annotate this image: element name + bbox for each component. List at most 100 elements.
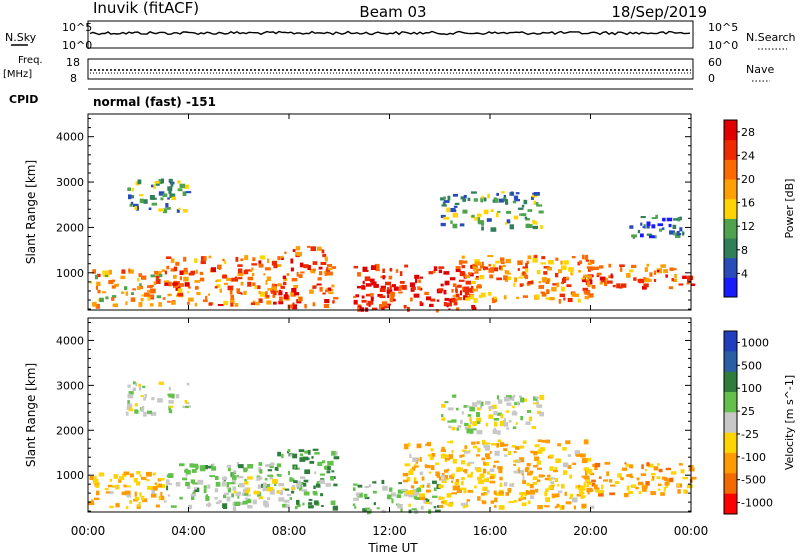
echo-cell <box>637 481 644 486</box>
echo-cell <box>443 271 450 275</box>
echo-cell <box>424 291 429 295</box>
echo-cell <box>414 481 418 484</box>
echo-cell <box>674 273 677 279</box>
echo-cell <box>527 472 533 476</box>
echo-cell <box>642 226 646 229</box>
echo-cell <box>517 207 524 210</box>
echo-cell <box>677 489 681 494</box>
echo-cell <box>330 460 334 466</box>
echo-cell <box>203 256 207 261</box>
echo-cell <box>300 271 305 274</box>
colorbar-segment <box>724 218 737 239</box>
echo-cell <box>277 264 282 267</box>
echo-cell <box>512 426 517 429</box>
echo-cell <box>547 474 551 478</box>
echo-cell <box>518 276 523 279</box>
echo-cell <box>450 208 456 212</box>
echo-cell <box>431 452 436 457</box>
echo-cell <box>514 401 517 406</box>
echo-cell <box>464 260 468 264</box>
echo-cell <box>252 257 256 262</box>
echo-cell <box>285 504 290 509</box>
echo-cell <box>140 298 144 302</box>
echo-cell <box>569 496 573 500</box>
echo-cell <box>643 277 646 280</box>
echo-cell <box>516 296 519 300</box>
station-title: Inuvik (fitACF) <box>93 0 199 17</box>
echo-cell <box>160 382 165 385</box>
echo-cell <box>401 284 407 290</box>
echo-cell <box>536 479 541 483</box>
echo-cell <box>460 502 466 506</box>
colorbar-segment <box>724 432 737 454</box>
echo-cell <box>593 484 598 490</box>
echo-cell <box>208 255 212 259</box>
echo-cell <box>472 445 478 449</box>
echo-cell <box>661 227 665 230</box>
echo-cell <box>158 496 161 500</box>
echo-cell <box>158 495 165 501</box>
echo-cell <box>177 288 183 293</box>
echo-cell <box>382 268 385 273</box>
echo-cell <box>238 464 244 469</box>
echo-cell <box>646 221 651 226</box>
echo-cell <box>222 476 228 481</box>
echo-cell <box>463 286 470 292</box>
echo-cell <box>386 494 392 500</box>
echo-cell <box>140 294 144 297</box>
echo-cell <box>554 478 559 483</box>
echo-cell <box>603 479 608 482</box>
echo-cell <box>503 443 509 447</box>
echo-cell <box>168 400 174 404</box>
echo-cell <box>376 507 380 510</box>
echo-cell <box>527 500 531 505</box>
echo-cell <box>464 422 469 426</box>
echo-cell <box>647 463 654 468</box>
echo-cell <box>372 307 378 310</box>
echo-cell <box>369 278 375 283</box>
echo-cell <box>265 291 268 297</box>
echo-cell <box>586 279 590 284</box>
echo-cell <box>640 216 646 219</box>
echo-cell <box>444 297 450 301</box>
echo-cell <box>527 255 532 260</box>
y-tick-label: 3000 <box>56 176 84 189</box>
echo-cell <box>183 267 188 272</box>
echo-cell <box>137 277 140 282</box>
echo-cell <box>493 421 498 427</box>
echo-cell <box>575 453 582 457</box>
echo-cell <box>207 465 213 469</box>
echo-cell <box>160 178 164 184</box>
echo-cell <box>506 272 511 275</box>
echo-cell <box>307 265 311 270</box>
echo-cell <box>377 294 383 297</box>
echo-cell <box>222 274 228 279</box>
echo-cell <box>461 460 466 465</box>
echo-cell <box>118 478 122 483</box>
echo-cell <box>469 417 472 422</box>
echo-cell <box>467 489 473 493</box>
echo-cell <box>673 232 678 236</box>
echo-cell <box>293 465 296 469</box>
echo-cell <box>96 490 100 496</box>
echo-cell <box>240 292 243 295</box>
echo-cell <box>504 222 507 225</box>
echo-cell <box>187 301 190 305</box>
echo-cell <box>513 470 519 474</box>
echo-cell <box>498 489 504 493</box>
echo-cell <box>143 397 146 401</box>
echo-cell <box>529 495 535 500</box>
echo-cell <box>514 277 518 283</box>
echo-cell <box>679 227 683 232</box>
echo-cell <box>140 395 144 398</box>
echo-cell <box>438 269 443 274</box>
echo-cell <box>493 490 497 495</box>
echo-cell <box>194 287 198 290</box>
echo-cell <box>585 470 588 476</box>
echo-cell <box>449 440 454 444</box>
echo-cell <box>515 459 521 464</box>
echo-cell <box>479 274 485 280</box>
colorbar-segment <box>724 159 737 180</box>
echo-cell <box>179 463 185 467</box>
echo-cell <box>282 503 288 508</box>
